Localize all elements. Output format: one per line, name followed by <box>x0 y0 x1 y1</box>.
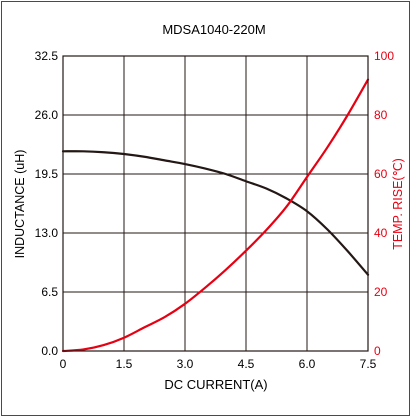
y-tick-label: 0.0 <box>41 344 58 358</box>
x-tick-label: 4.5 <box>238 357 255 371</box>
x-tick-label: 3.0 <box>177 357 194 371</box>
chart-title: MDSA1040-220M <box>162 22 265 37</box>
y-axis-label: INDUCTANCE (uH) <box>13 150 27 259</box>
tick-labels: 0 1.5 3.0 4.5 6.0 7.5 0.0 6.5 13.0 19.5 26.0 32.5 0 2… <box>35 49 395 371</box>
y-tick-label: 19.5 <box>35 167 59 181</box>
x-axis-label: DC CURRENT(A) <box>164 377 267 392</box>
inductance-line <box>61 150 370 276</box>
x-tick-label: 0 <box>60 357 67 371</box>
grid-lines <box>63 56 368 351</box>
y2-tick-label: 80 <box>374 108 388 122</box>
y-tick-label: 13.0 <box>35 226 59 240</box>
x-tick-label: 6.0 <box>299 357 316 371</box>
series-layer <box>61 78 370 353</box>
y2-tick-label: 20 <box>374 285 388 299</box>
y2-tick-label: 40 <box>374 226 388 240</box>
y2-tick-label: 0 <box>374 344 381 358</box>
plot-area <box>63 56 368 351</box>
x-tick-label: 7.5 <box>360 357 377 371</box>
y-tick-label: 32.5 <box>35 49 59 63</box>
y2-tick-label: 100 <box>374 49 394 63</box>
temp-rise-line <box>61 78 370 353</box>
y-tick-label: 6.5 <box>41 285 58 299</box>
y-tick-label: 26.0 <box>35 108 59 122</box>
x-tick-label: 1.5 <box>116 357 133 371</box>
y2-axis-label: TEMP. RISE(℃) <box>391 158 405 250</box>
y2-tick-label: 60 <box>374 167 388 181</box>
plot-border <box>62 55 369 352</box>
